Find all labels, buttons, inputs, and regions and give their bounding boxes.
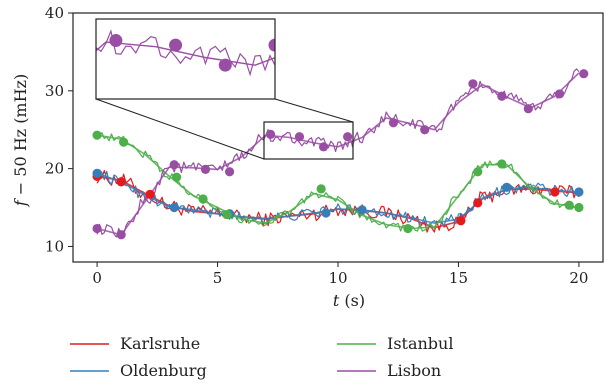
- zoom-connector-left: [95, 98, 265, 160]
- legend-label-oldenburg: Oldenburg: [120, 361, 207, 380]
- legend-label-istanbul: Istanbul: [387, 334, 453, 353]
- inset-frame: [95, 18, 276, 100]
- data-point-lisbon: [318, 142, 329, 152]
- data-point-lisbon: [116, 230, 126, 240]
- data-point-oldenburg: [92, 168, 102, 178]
- zoom-connector-right: [274, 98, 354, 123]
- data-point-lisbon: [420, 125, 430, 135]
- data-point-istanbul: [574, 202, 584, 213]
- y-tick-label: 30: [45, 82, 64, 100]
- data-point-oldenburg: [574, 187, 584, 197]
- data-point-istanbul: [473, 167, 483, 177]
- x-tick-label: 0: [92, 269, 102, 287]
- data-point-istanbul: [171, 172, 182, 182]
- legend-label-lisbon: Lisbon: [387, 361, 441, 380]
- inset-series: [96, 29, 275, 77]
- data-point-lisbon: [468, 79, 478, 89]
- y-tick-label: 10: [45, 237, 64, 255]
- data-point-lisbon: [343, 132, 353, 142]
- x-axis-label: t (s): [333, 291, 365, 310]
- data-point-oldenburg: [321, 208, 331, 218]
- data-point-lisbon: [265, 129, 276, 139]
- data-point-karlsruhe: [456, 216, 466, 226]
- legend-label-karlsruhe: Karlsruhe: [120, 334, 200, 353]
- x-axis: 0 5 10 15 20: [92, 262, 588, 287]
- data-point-karlsruhe: [145, 189, 155, 199]
- data-point-istanbul: [403, 223, 413, 234]
- data-point-lisbon: [92, 223, 102, 234]
- data-point-istanbul: [316, 184, 326, 194]
- data-point-karlsruhe: [116, 177, 126, 187]
- data-point-istanbul: [564, 200, 574, 210]
- data-point-lisbon: [294, 132, 305, 142]
- y-axis: 10 20 30 40: [45, 4, 73, 255]
- inset-data-point-lisbon: [109, 34, 123, 48]
- inset-background: [96, 19, 275, 99]
- data-point-karlsruhe: [550, 187, 560, 197]
- y-axis-label: f − 50 Hz (mHz): [11, 74, 30, 207]
- markers-layer: [92, 69, 589, 240]
- data-point-lisbon: [224, 167, 235, 177]
- data-point-oldenburg: [502, 182, 512, 192]
- x-tick-label: 20: [569, 269, 588, 287]
- data-point-oldenburg: [357, 205, 367, 215]
- data-point-istanbul: [497, 159, 507, 169]
- x-tick-label: 5: [213, 269, 223, 287]
- inset-data-point-lisbon: [169, 38, 183, 52]
- y-tick-label: 40: [45, 4, 64, 22]
- data-point-istanbul: [222, 209, 232, 220]
- data-point-lisbon: [523, 104, 533, 114]
- inset-data-point-lisbon: [268, 38, 275, 52]
- data-point-istanbul: [92, 130, 102, 140]
- legend: Karlsruhe Oldenburg Istanbul Lisbon: [70, 334, 453, 380]
- data-point-lisbon: [579, 69, 589, 79]
- data-point-lisbon: [169, 160, 179, 170]
- data-point-lisbon: [388, 118, 399, 128]
- data-point-istanbul: [118, 137, 129, 147]
- data-point-karlsruhe: [473, 198, 483, 208]
- zoom-region-box: [263, 121, 354, 160]
- data-point-lisbon: [497, 91, 507, 101]
- x-tick-label: 10: [328, 269, 347, 287]
- data-point-istanbul: [198, 194, 208, 204]
- inset-data-point-lisbon: [218, 58, 232, 72]
- y-tick-label: 20: [45, 160, 64, 178]
- data-point-oldenburg: [169, 202, 179, 213]
- x-tick-label: 15: [449, 269, 468, 287]
- data-point-lisbon: [200, 164, 211, 175]
- data-point-lisbon: [555, 89, 565, 99]
- inset-series-trend-lisbon: [96, 41, 275, 66]
